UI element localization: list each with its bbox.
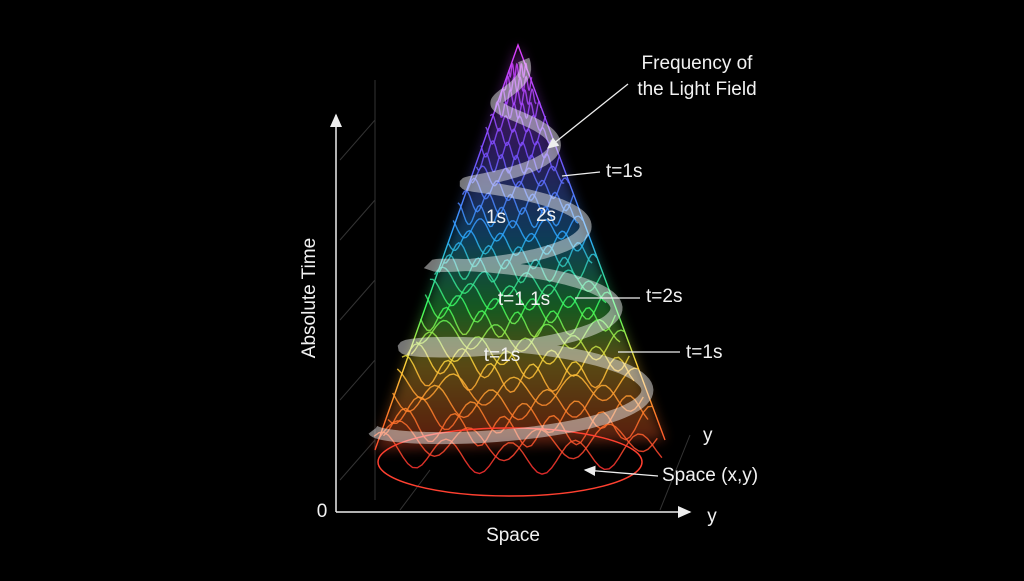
wave: [489, 113, 547, 133]
cone-edge: [374, 42, 666, 451]
wave: [406, 342, 630, 380]
depth-label: y: [703, 425, 713, 446]
annotation: t=1 1s: [498, 289, 550, 310]
wave: [382, 405, 653, 448]
title-line: the Light Field: [637, 79, 756, 100]
wave: [373, 431, 663, 475]
wave: [475, 152, 561, 175]
wave: [387, 395, 649, 434]
spiral-ribbon: [368, 57, 654, 445]
wave: [396, 367, 639, 407]
annotation: t=1s: [686, 342, 722, 363]
x-axis-label: Space: [486, 525, 540, 546]
wave: [378, 420, 658, 462]
annotation: Space (x,y): [662, 465, 758, 486]
wave: [471, 165, 565, 188]
wave: [457, 202, 579, 229]
annotation: 2s: [536, 205, 556, 226]
wave: [419, 306, 617, 339]
wave: [424, 291, 612, 325]
wave: [452, 215, 584, 243]
axis-guides: [339, 80, 691, 511]
wave: [392, 384, 644, 421]
wave: [443, 242, 593, 270]
annotation: t=1s: [484, 345, 520, 366]
axis-end-label: y: [707, 506, 717, 527]
annotation: 1s: [486, 207, 506, 228]
annotation: t=2s: [646, 286, 682, 307]
wave: [401, 354, 635, 393]
wave: [447, 229, 589, 257]
cone-waves: [373, 42, 666, 475]
wave: [508, 62, 528, 79]
base-ellipse: [377, 427, 643, 497]
wave: [485, 126, 551, 147]
axes: [330, 113, 692, 518]
wave: [480, 139, 556, 161]
title-line: Frequency of: [642, 53, 754, 74]
leader-lines: [546, 83, 680, 477]
annotation: t=1s: [606, 161, 642, 182]
wave: [415, 318, 621, 353]
origin-label: 0: [317, 501, 328, 522]
wave: [410, 329, 625, 366]
y-axis-label: Absolute Time: [299, 238, 320, 358]
wave: [503, 75, 533, 93]
